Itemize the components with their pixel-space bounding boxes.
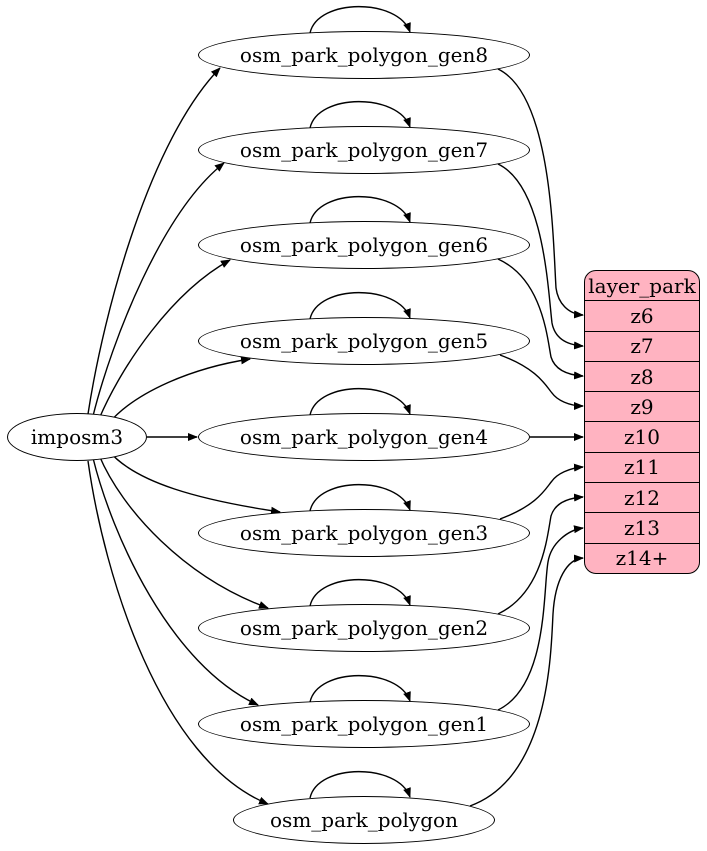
edge-osm_park_polygon_gen5-to-z9 xyxy=(499,354,584,410)
edge-osm_park_polygon_gen8-to-z6 xyxy=(497,68,584,319)
layer-park-row-z13: z13 xyxy=(585,512,699,542)
layer-park-record: layer_park z6 z7 z8 z9 z10 z11 z12 z13 z14+ xyxy=(584,270,700,574)
layer-park-row-z9: z9 xyxy=(585,391,699,421)
edge-osm_park_polygon_gen7-to-z7 xyxy=(497,163,584,350)
node-osm_park_polygon_gen4: osm_park_polygon_gen4 xyxy=(198,413,530,461)
node-osm_park_polygon: osm_park_polygon xyxy=(233,796,495,844)
self-loop-osm_park_polygon_gen3 xyxy=(309,484,411,512)
layer-park-row-z10: z10 xyxy=(585,421,699,451)
layer-park-row-z6: z6 xyxy=(585,300,699,330)
self-loop-osm_park_polygon_gen5 xyxy=(309,292,411,320)
node-osm_park_polygon_gen6-label: osm_park_polygon_gen6 xyxy=(239,233,489,257)
edge-imposm3-to-osm_park_polygon_gen3 xyxy=(107,449,281,515)
node-osm_park_polygon_gen7: osm_park_polygon_gen7 xyxy=(198,126,530,174)
edge-osm_park_polygon_gen2-to-z12 xyxy=(497,493,584,615)
edge-osm_park_polygon-to-z14+ xyxy=(469,554,584,807)
node-imposm3-label: imposm3 xyxy=(30,425,124,449)
node-osm_park_polygon_gen2: osm_park_polygon_gen2 xyxy=(198,604,530,652)
layer-park-row-z7: z7 xyxy=(585,330,699,361)
layer-park-row-z11: z11 xyxy=(585,451,699,482)
self-loop-osm_park_polygon_gen2 xyxy=(309,579,411,607)
node-osm_park_polygon_gen1-label: osm_park_polygon_gen1 xyxy=(239,712,489,736)
node-osm_park_polygon_gen6: osm_park_polygon_gen6 xyxy=(198,221,530,269)
edge-osm_park_polygon_gen1-to-z13 xyxy=(497,525,584,711)
edge-imposm3-to-osm_park_polygon_gen1 xyxy=(92,457,259,706)
edge-imposm3-to-osm_park_polygon xyxy=(87,460,269,805)
node-osm_park_polygon_gen5-label: osm_park_polygon_gen5 xyxy=(239,329,489,353)
layer-park-row-z14+: z14+ xyxy=(585,542,699,573)
self-loop-osm_park_polygon_gen7 xyxy=(309,101,411,129)
layer-park-row-z12: z12 xyxy=(585,482,699,512)
node-osm_park_polygon_gen7-label: osm_park_polygon_gen7 xyxy=(239,138,489,162)
node-osm_park_polygon_gen8-label: osm_park_polygon_gen8 xyxy=(239,43,489,67)
edge-imposm3-to-osm_park_polygon_gen6 xyxy=(98,259,231,420)
edge-imposm3-to-osm_park_polygon_gen7 xyxy=(92,162,225,417)
self-loop-osm_park_polygon_gen6 xyxy=(309,196,411,224)
node-imposm3: imposm3 xyxy=(7,413,147,461)
node-osm_park_polygon_gen3-label: osm_park_polygon_gen3 xyxy=(239,521,489,545)
self-loop-osm_park_polygon_gen1 xyxy=(309,675,411,703)
layer-park-row-z8: z8 xyxy=(585,360,699,391)
layer-park-title: layer_park xyxy=(588,273,696,298)
node-osm_park_polygon_gen3: osm_park_polygon_gen3 xyxy=(198,509,530,557)
edge-imposm3-to-osm_park_polygon_gen2 xyxy=(98,454,269,609)
edge-osm_park_polygon_gen6-to-z8 xyxy=(497,258,584,380)
edge-imposm3-to-osm_park_polygon_gen8 xyxy=(87,67,221,415)
self-loop-osm_park_polygon_gen8 xyxy=(309,6,411,34)
edge-osm_park_polygon_gen3-to-z11 xyxy=(499,463,584,520)
node-osm_park_polygon_gen1: osm_park_polygon_gen1 xyxy=(198,700,530,748)
edge-imposm3-to-osm_park_polygon_gen5 xyxy=(107,356,251,425)
node-osm_park_polygon_gen4-label: osm_park_polygon_gen4 xyxy=(239,425,489,449)
self-loop-osm_park_polygon xyxy=(309,771,411,799)
node-osm_park_polygon_gen8: osm_park_polygon_gen8 xyxy=(198,31,530,79)
node-osm_park_polygon_gen5: osm_park_polygon_gen5 xyxy=(198,317,530,365)
node-osm_park_polygon_gen2-label: osm_park_polygon_gen2 xyxy=(239,616,489,640)
node-osm_park_polygon-label: osm_park_polygon xyxy=(270,808,458,832)
self-loop-osm_park_polygon_gen4 xyxy=(309,388,411,416)
